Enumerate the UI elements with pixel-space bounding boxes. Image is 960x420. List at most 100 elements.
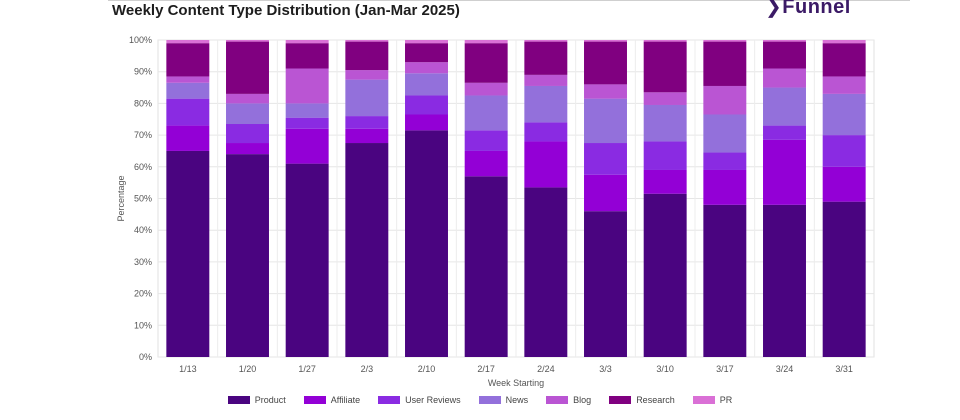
legend-swatch xyxy=(546,396,569,404)
legend-item[interactable]: User Reviews xyxy=(378,395,461,405)
legend-swatch xyxy=(692,396,715,404)
x-tick-label: 1/20 xyxy=(239,364,257,374)
bar-segment xyxy=(643,141,687,170)
logo-mark-icon: ❯ xyxy=(765,0,783,18)
bar-segment xyxy=(226,93,269,104)
legend-label: Blog xyxy=(573,395,592,405)
bar-segment xyxy=(822,40,866,44)
bar-segment xyxy=(405,43,448,63)
x-tick-label: 2/10 xyxy=(418,364,436,374)
bar-segment xyxy=(524,74,568,86)
y-tick-label: 80% xyxy=(134,98,152,108)
bar-segment xyxy=(166,76,210,83)
bar-segment xyxy=(703,41,747,86)
y-tick-label: 70% xyxy=(134,130,152,140)
legend-item[interactable]: News xyxy=(478,395,529,405)
legend-item[interactable]: Product xyxy=(227,395,286,405)
bar-segment xyxy=(643,92,687,105)
bar-segment xyxy=(524,40,568,42)
bar-segment xyxy=(464,150,508,177)
bar-segment xyxy=(643,41,687,93)
y-tick-label: 40% xyxy=(134,225,152,235)
legend-label: News xyxy=(505,395,529,405)
bar-segment xyxy=(285,128,329,164)
bar-segment xyxy=(464,130,508,151)
bar-segment xyxy=(405,73,448,96)
y-tick-label: 90% xyxy=(134,67,152,77)
chart-title: Weekly Content Type Distribution (Jan-Ma… xyxy=(112,2,460,19)
legend-label: Affiliate xyxy=(330,395,361,405)
x-tick-label: 3/24 xyxy=(776,364,794,374)
bar-segment xyxy=(166,150,210,357)
x-tick-label: 2/3 xyxy=(361,364,374,374)
bar-segment xyxy=(584,41,627,85)
bar-segment xyxy=(166,82,210,99)
legend-label: Product xyxy=(254,395,286,405)
legend-swatch xyxy=(478,396,501,404)
legend-label: PR xyxy=(719,395,733,405)
x-tick-label: 3/17 xyxy=(716,364,734,374)
bar-segment xyxy=(643,104,687,142)
bar-segment xyxy=(524,41,568,75)
bar-segment xyxy=(166,43,210,77)
bar-segment xyxy=(166,98,210,126)
x-tick-label: 1/27 xyxy=(298,364,316,374)
bar-segment xyxy=(524,187,568,357)
bar-segment xyxy=(584,211,627,357)
bar-segment xyxy=(345,70,389,80)
y-tick-label: 50% xyxy=(134,194,152,204)
y-axis-title: Percentage xyxy=(116,175,126,221)
bar-segment xyxy=(464,43,508,83)
bar-segment xyxy=(285,43,329,69)
bar-segment xyxy=(166,40,210,44)
bar-segment xyxy=(584,143,627,175)
bar-segment xyxy=(643,169,687,194)
bar-segment xyxy=(703,85,747,115)
bar-segment xyxy=(822,76,866,94)
y-tick-label: 20% xyxy=(134,289,152,299)
bar-segment xyxy=(822,166,866,202)
bar-segment xyxy=(822,93,866,136)
bar-segment xyxy=(643,40,687,42)
bar-segment xyxy=(405,114,448,131)
bar-segment xyxy=(226,143,269,155)
y-tick-label: 100% xyxy=(129,35,152,45)
bar-segment xyxy=(226,154,269,357)
y-tick-label: 0% xyxy=(139,352,152,362)
bar-segment xyxy=(584,174,627,212)
bar-segment xyxy=(345,79,389,117)
bar-segment xyxy=(405,40,448,44)
legend-item[interactable]: Research xyxy=(609,395,675,405)
legend-item[interactable]: PR xyxy=(692,395,733,405)
bar-segment xyxy=(345,143,389,357)
y-tick-label: 10% xyxy=(134,320,152,330)
bar-segment xyxy=(763,41,806,69)
x-tick-label: 2/24 xyxy=(537,364,555,374)
x-tick-label: 2/17 xyxy=(477,364,495,374)
bar-segment xyxy=(763,204,806,357)
bar-segment xyxy=(524,85,568,123)
bar-segment xyxy=(285,40,329,44)
legend-swatch xyxy=(378,396,401,404)
bar-segment xyxy=(763,68,806,88)
bar-segment xyxy=(763,87,806,126)
bar-segment xyxy=(285,163,329,357)
bar-segment xyxy=(226,103,269,125)
bar-segment xyxy=(584,40,627,42)
bar-segment xyxy=(584,84,627,99)
bar-segment xyxy=(285,68,329,104)
bar-segment xyxy=(464,176,508,357)
x-axis-title: Week Starting xyxy=(488,378,544,388)
brand-logo: ❯Funnel xyxy=(765,0,851,19)
logo-text: Funnel xyxy=(782,0,851,18)
legend-item[interactable]: Blog xyxy=(546,395,591,405)
x-tick-label: 3/3 xyxy=(599,364,612,374)
bar-segment xyxy=(464,95,508,131)
bar-segment xyxy=(464,40,508,44)
bar-segment xyxy=(703,152,747,170)
bar-segment xyxy=(822,43,866,77)
x-tick-label: 1/13 xyxy=(179,364,197,374)
bar-segment xyxy=(285,117,329,129)
legend-item[interactable]: Affiliate xyxy=(303,395,361,405)
